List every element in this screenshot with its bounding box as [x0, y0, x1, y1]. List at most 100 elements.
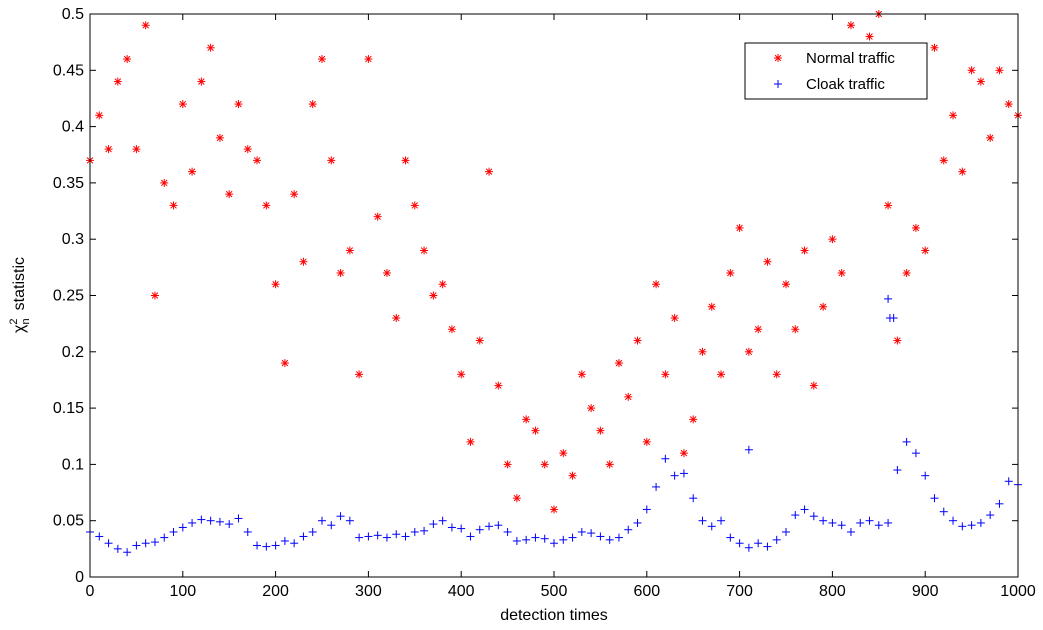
- data-point-cloak: [178, 523, 187, 532]
- data-point-cloak: [345, 516, 354, 525]
- data-point-cloak: [438, 516, 447, 525]
- data-point-normal: [308, 100, 317, 109]
- data-point-cloak: [466, 532, 475, 541]
- data-point-cloak: [605, 535, 614, 544]
- data-point-cloak: [540, 534, 549, 543]
- y-axis-label-chi: χ: [11, 324, 28, 333]
- y-tick-label: 0.45: [53, 62, 84, 79]
- data-point-normal: [243, 145, 252, 154]
- x-tick-label: 1000: [1000, 583, 1036, 600]
- data-point-normal: [503, 460, 512, 469]
- data-point-normal: [642, 437, 651, 446]
- data-point-cloak: [457, 524, 466, 533]
- data-point-cloak: [355, 533, 364, 542]
- data-point-cloak: [819, 516, 828, 525]
- data-point-normal: [726, 268, 735, 277]
- y-tick-label: 0.05: [53, 513, 84, 530]
- y-tick-label: 0: [75, 569, 84, 586]
- data-point-cloak: [447, 523, 456, 532]
- y-tick-label: 0.35: [53, 175, 84, 192]
- data-point-cloak: [494, 521, 503, 530]
- data-point-normal: [809, 381, 818, 390]
- data-point-cloak: [327, 521, 336, 530]
- data-point-normal: [225, 190, 234, 199]
- data-point-normal: [884, 201, 893, 210]
- data-point-normal: [921, 246, 930, 255]
- data-point-normal: [846, 21, 855, 30]
- data-point-cloak: [856, 518, 865, 527]
- data-point-normal: [744, 347, 753, 356]
- data-point-normal: [596, 426, 605, 435]
- data-point-cloak: [104, 539, 113, 548]
- data-point-normal: [865, 32, 874, 41]
- data-point-normal: [475, 336, 484, 345]
- data-point-normal: [791, 325, 800, 334]
- data-point-normal: [169, 201, 178, 210]
- data-point-normal: [355, 370, 364, 379]
- data-point-normal: [930, 43, 939, 52]
- data-point-cloak: [958, 522, 967, 531]
- data-point-cloak: [596, 532, 605, 541]
- data-point-normal: [290, 190, 299, 199]
- data-point-cloak: [512, 536, 521, 545]
- data-point-cloak-outlier: [744, 445, 753, 454]
- data-point-normal: [522, 415, 531, 424]
- y-tick-label: 0.4: [62, 119, 84, 136]
- svg-text:χ2nstatistic: χ2n statistic: [8, 257, 32, 333]
- data-point-cloak: [253, 541, 262, 550]
- data-point-normal: [550, 505, 558, 514]
- data-point-normal: [206, 43, 215, 52]
- data-point-cloak: [485, 522, 494, 531]
- data-point-normal: [717, 370, 726, 379]
- data-point-cloak: [689, 494, 698, 503]
- series-cloak-traffic: [86, 294, 1022, 557]
- data-point-cloak: [271, 541, 280, 550]
- data-point-normal: [160, 178, 169, 187]
- data-point-cloak: [707, 522, 716, 531]
- series-normal-traffic: [86, 10, 1022, 514]
- data-point-normal: [828, 235, 837, 244]
- data-point-cloak: [577, 527, 586, 536]
- data-point-cloak: [503, 527, 512, 536]
- data-point-cloak-outlier: [884, 294, 893, 303]
- data-point-cloak: [429, 520, 438, 529]
- legend-asterisk-icon: [774, 54, 782, 62]
- y-tick-label: 0.2: [62, 344, 84, 361]
- data-point-cloak: [624, 525, 633, 534]
- data-point-cloak: [828, 518, 837, 527]
- data-point-cloak: [930, 494, 939, 503]
- x-tick-label: 800: [819, 583, 846, 600]
- data-point-cloak: [188, 518, 197, 527]
- data-point-cloak: [633, 518, 642, 527]
- data-point-cloak: [911, 449, 920, 458]
- x-tick-label: 300: [355, 583, 382, 600]
- data-point-cloak: [364, 532, 373, 541]
- data-point-cloak: [169, 527, 178, 536]
- data-point-normal: [949, 111, 958, 120]
- data-point-normal: [336, 268, 345, 277]
- data-point-normal: [559, 449, 568, 458]
- data-point-cloak: [717, 516, 726, 525]
- data-point-normal: [763, 257, 772, 266]
- data-point-cloak: [995, 499, 1004, 508]
- data-point-normal: [614, 359, 623, 368]
- data-point-cloak: [410, 527, 419, 536]
- data-point-cloak: [698, 516, 707, 525]
- data-point-normal: [197, 77, 206, 86]
- data-point-cloak: [800, 505, 809, 514]
- data-point-cloak: [150, 538, 159, 547]
- data-point-normal: [652, 280, 661, 289]
- data-point-cloak: [837, 521, 846, 530]
- data-point-cloak: [262, 542, 271, 551]
- data-point-normal: [605, 460, 614, 469]
- data-point-cloak: [670, 471, 679, 480]
- data-point-normal: [373, 212, 382, 221]
- data-point-cloak: [726, 533, 735, 542]
- y-axis-label-superscript: 2: [8, 318, 20, 324]
- legend: Normal traffic Cloak traffic: [744, 42, 928, 100]
- data-point-cloak: [652, 482, 661, 491]
- x-axis: 0 100 200 300 400 500 600 700 800 900 1000: [86, 14, 1036, 600]
- data-point-normal: [188, 167, 197, 176]
- data-point-normal: [150, 291, 159, 300]
